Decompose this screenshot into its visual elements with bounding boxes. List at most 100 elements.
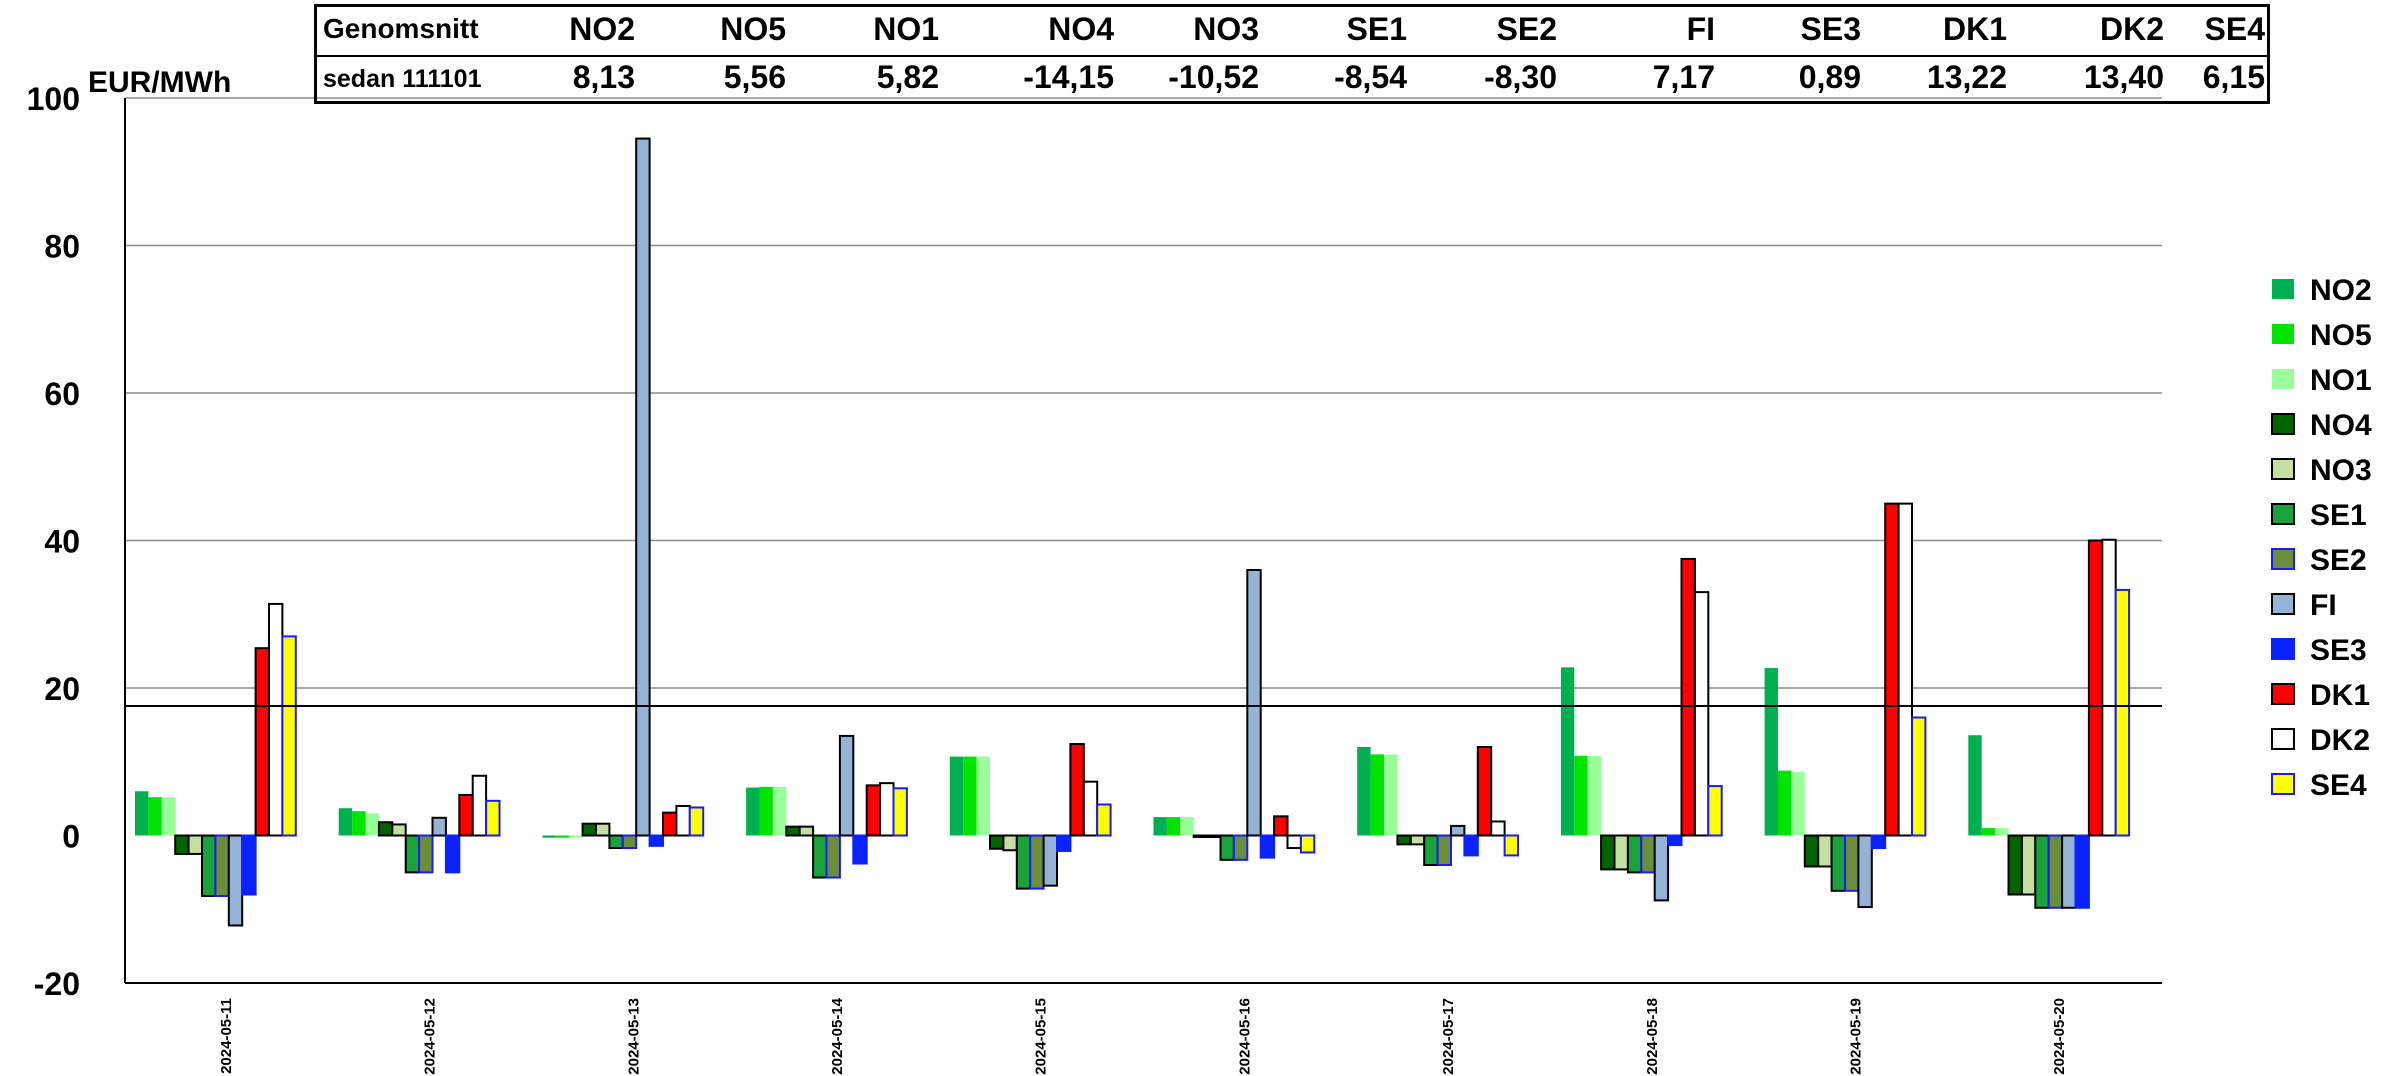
bar-dk2-2024-05-11 <box>268 602 284 837</box>
bar-se3-2024-05-16 <box>1259 834 1276 859</box>
summary-value-fi: 7,17 <box>1652 59 1715 95</box>
bars <box>135 137 2131 927</box>
bar-no1-2024-05-15 <box>976 756 990 836</box>
bar-se4-2024-05-20 <box>2114 588 2131 837</box>
bar-se4-2024-05-11 <box>281 635 297 837</box>
grid-lines <box>125 97 2162 689</box>
bar-no1-2024-05-19 <box>1791 772 1805 836</box>
bar-no1-2024-05-18 <box>1587 755 1602 836</box>
y-tick-labels: -20 0 20 40 60 80 100 <box>27 81 80 1002</box>
bar-dk1-2024-05-17 <box>1476 746 1493 837</box>
bar-no5-2024-05-14 <box>759 786 773 836</box>
bar-se3-2024-05-12 <box>444 834 461 874</box>
bar-no1-2024-05-12 <box>365 813 379 836</box>
x-tick-label: 2024-05-18 <box>1644 998 1661 1075</box>
bar-no2-2024-05-13 <box>542 835 556 838</box>
legend-swatch-no3 <box>2271 458 2295 480</box>
bar-dk2-2024-05-13 <box>675 805 691 837</box>
y-tick-label: 80 <box>44 229 80 265</box>
legend-swatch-dk2 <box>2271 728 2295 750</box>
bar-se1-2024-05-17 <box>1423 834 1439 866</box>
bar-se3-2024-05-17 <box>1463 834 1479 857</box>
bar-se2-2024-05-20 <box>2047 834 2064 909</box>
legend-swatch-se3 <box>2271 638 2295 660</box>
legend-swatch-se4 <box>2271 773 2295 795</box>
summary-area-dk1: DK1 <box>1942 11 2007 47</box>
bar-dk1-2024-05-16 <box>1273 815 1289 837</box>
summary-value-no2: 8,13 <box>572 59 635 95</box>
legend-label-se4: SE4 <box>2310 769 2367 802</box>
legend-swatch-dk1 <box>2271 683 2295 705</box>
summary-value-row: sedan 111101 8,13 5,56 5,82 -14,15 -10,52 -8,… <box>317 55 2267 103</box>
summary-area-no4: NO4 <box>1048 11 1114 47</box>
bar-se3-2024-05-15 <box>1056 834 1072 852</box>
legend-label-fi: FI <box>2310 589 2337 622</box>
bar-no5-2024-05-19 <box>1778 770 1792 836</box>
bar-fi-2024-05-11 <box>227 834 244 927</box>
legend-swatch-se2 <box>2271 548 2295 570</box>
bar-no3-2024-05-13 <box>595 822 611 837</box>
bar-se4-2024-05-17 <box>1503 834 1519 857</box>
legend-label-dk1: DK1 <box>2310 679 2370 712</box>
bar-no4-2024-05-20 <box>2007 834 2023 896</box>
y-tick-label: 60 <box>44 376 80 412</box>
bar-se2-2024-05-16 <box>1232 834 1249 861</box>
bar-se1-2024-05-15 <box>1015 834 1032 890</box>
bar-no2-2024-05-12 <box>338 808 353 836</box>
bar-fi-2024-05-17 <box>1450 824 1466 837</box>
bar-dk2-2024-05-18 <box>1693 591 1710 837</box>
x-tick-label: 2024-05-13 <box>625 998 642 1075</box>
legend-label-se3: SE3 <box>2310 634 2367 667</box>
bar-dk1-2024-05-13 <box>662 811 678 837</box>
y-tick-label: -20 <box>34 966 80 1002</box>
bar-no3-2024-05-15 <box>1002 834 1018 852</box>
bar-dk1-2024-05-11 <box>254 647 271 837</box>
x-tick-labels: 2024-05-11 2024-05-12 2024-05-13 2024-05-14… <box>218 997 2068 1074</box>
summary-value-se4: 6,15 <box>2202 59 2265 95</box>
bar-no5-2024-05-17 <box>1370 754 1384 836</box>
bar-no5-2024-05-12 <box>352 811 366 836</box>
summary-value-no4: -14,15 <box>1023 59 1114 95</box>
summary-area-no5: NO5 <box>720 11 786 47</box>
summary-header-row: Genomsnitt NO2 NO5 NO1 NO4 NO3 SE1 SE2 FI SE3 DK1… <box>317 7 2267 57</box>
bar-fi-2024-05-20 <box>2061 834 2077 909</box>
bar-no5-2024-05-15 <box>963 756 977 836</box>
bar-se2-2024-05-11 <box>214 834 230 897</box>
bar-no4-2024-05-12 <box>377 821 394 837</box>
bar-no5-2024-05-11 <box>148 797 162 836</box>
x-tick-label: 2024-05-15 <box>1033 998 1050 1075</box>
bar-se4-2024-05-18 <box>1707 785 1723 837</box>
summary-value-se3: 0,89 <box>1798 59 1861 95</box>
y-tick-label: 40 <box>44 524 80 560</box>
bar-no4-2024-05-11 <box>174 834 190 855</box>
legend-swatch-no5 <box>2272 324 2294 344</box>
y-tick-label: 100 <box>27 81 80 117</box>
bar-dk2-2024-05-20 <box>2101 538 2117 837</box>
bar-se4-2024-05-12 <box>485 799 501 837</box>
bar-fi-2024-05-15 <box>1042 834 1058 887</box>
legend-label-no3: NO3 <box>2310 454 2372 487</box>
legend-swatch-se1 <box>2271 503 2295 525</box>
bar-se1-2024-05-13 <box>608 834 624 850</box>
bar-fi-2024-05-12 <box>431 816 447 837</box>
y-axis-label: EUR/MWh <box>88 66 231 99</box>
legend-label-no2: NO2 <box>2310 274 2372 307</box>
bar-no4-2024-05-16 <box>1192 834 1209 838</box>
legend-label-no4: NO4 <box>2310 409 2372 442</box>
summary-row1-label: Genomsnitt <box>323 13 479 44</box>
bar-dk1-2024-05-15 <box>1069 743 1085 837</box>
bar-se2-2024-05-13 <box>621 834 638 850</box>
bar-no3-2024-05-17 <box>1409 834 1426 846</box>
legend-swatch-fi <box>2271 593 2295 615</box>
bar-se4-2024-05-13 <box>688 806 705 837</box>
bar-se2-2024-05-17 <box>1436 834 1452 866</box>
bar-no5-2024-05-13 <box>555 835 570 838</box>
bar-no3-2024-05-20 <box>2020 834 2037 896</box>
y-tick-label: 20 <box>44 671 80 707</box>
bar-no1-2024-05-17 <box>1384 754 1398 836</box>
bar-fi-2024-05-13 <box>635 137 651 837</box>
bar-se4-2024-05-15 <box>1096 803 1112 837</box>
bar-se2-2024-05-19 <box>1844 834 1860 892</box>
bar-no1-2024-05-20 <box>1995 828 2009 836</box>
